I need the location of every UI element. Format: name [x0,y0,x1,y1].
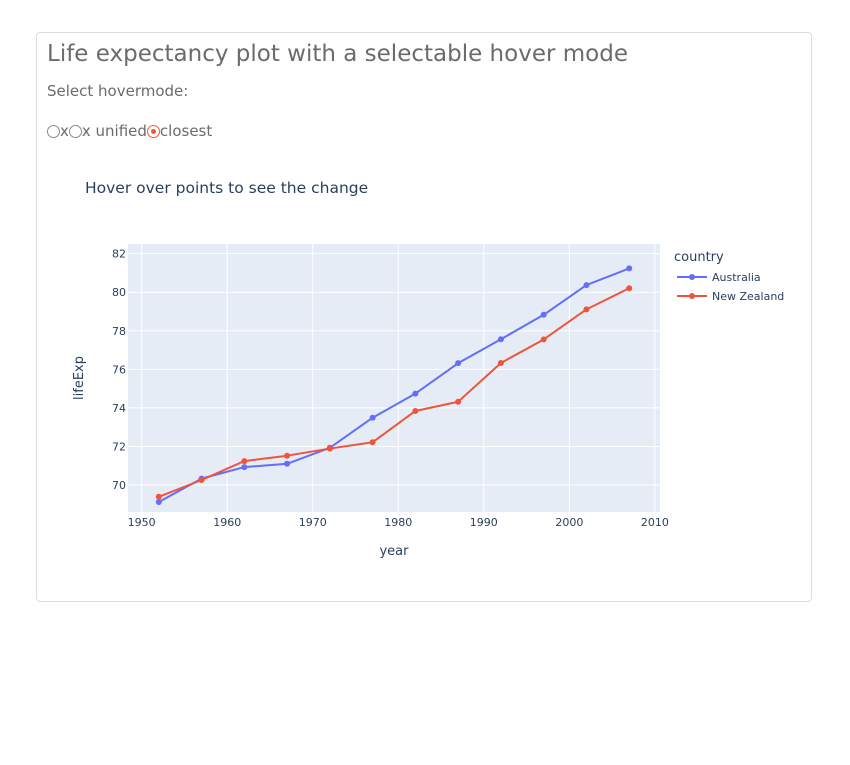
data-point-new-zealand[interactable] [284,452,291,459]
y-tick-label: 72 [112,440,126,453]
legend: country Australia New Zealand [674,250,784,303]
x-tick-label: 1970 [299,516,327,529]
radio-option-x[interactable]: x [47,122,69,140]
y-tick-label: 70 [112,479,126,492]
radio-closest-label[interactable]: closest [159,122,213,140]
radio-option-x-unified[interactable]: x unified [68,122,147,140]
series-new-zealand [155,285,633,500]
data-point-australia[interactable] [626,265,633,272]
data-point-new-zealand[interactable] [155,493,162,500]
y-tick-label: 80 [112,286,126,299]
radio-x-label[interactable]: x [60,122,69,140]
data-point-new-zealand[interactable] [369,439,376,446]
data-point-australia[interactable] [540,311,547,318]
data-point-new-zealand[interactable] [241,458,248,465]
x-axis-label: year [379,544,409,559]
legend-marker-swatch [689,293,695,299]
y-tick-label: 76 [112,363,126,376]
data-point-australia[interactable] [455,360,462,367]
hovermode-radio-group: x x unified closest [47,122,212,140]
x-tick-labels: 1950 1960 1970 1980 1990 2000 2010 [128,516,669,529]
x-tick-label: 1980 [384,516,412,529]
x-tick-label: 1960 [213,516,241,529]
data-point-new-zealand[interactable] [540,336,547,343]
x-tick-label: 2000 [555,516,583,529]
grid-lines [128,244,660,512]
data-point-australia[interactable] [369,414,376,421]
data-point-australia[interactable] [241,464,248,471]
radio-x-unified-label[interactable]: x unified [81,122,147,140]
x-tick-label: 1990 [470,516,498,529]
chart-container: Hover over points to see the change 1950… [37,163,811,583]
series-group [155,265,633,505]
legend-title: country [674,250,724,265]
data-point-australia[interactable] [284,460,291,467]
data-point-new-zealand[interactable] [412,407,419,414]
data-point-new-zealand[interactable] [455,398,462,405]
legend-marker-swatch [689,274,695,280]
y-tick-labels: 70 72 74 76 78 80 82 [112,248,126,492]
hovermode-label: Select hovermode: [47,82,189,100]
data-point-australia[interactable] [583,282,590,289]
app-card: Life expectancy plot with a selectable h… [36,32,812,602]
radio-x[interactable] [47,124,60,138]
legend-label: New Zealand [712,290,784,303]
series-line-new-zealand [158,287,630,498]
y-tick-label: 78 [112,325,126,338]
data-point-new-zealand[interactable] [497,359,504,366]
data-point-new-zealand[interactable] [583,306,590,313]
legend-label: Australia [712,271,761,284]
data-point-new-zealand[interactable] [198,476,205,483]
data-point-new-zealand[interactable] [326,445,333,452]
series-line-australia [158,267,630,503]
chart-title: Hover over points to see the change [85,179,368,197]
x-tick-label: 1950 [128,516,156,529]
y-axis-label: lifeExp [72,356,87,400]
radio-x-unified[interactable] [68,124,82,138]
data-point-australia[interactable] [497,336,504,343]
y-tick-label: 82 [112,248,126,261]
life-expectancy-chart[interactable]: Hover over points to see the change 1950… [37,163,811,583]
y-tick-label: 74 [112,402,126,415]
radio-option-closest[interactable]: closest [146,122,213,140]
x-tick-label: 2010 [641,516,669,529]
data-point-australia[interactable] [412,390,419,397]
radio-closest[interactable] [146,124,160,138]
page-title: Life expectancy plot with a selectable h… [47,41,628,67]
legend-item-new-zealand[interactable]: New Zealand [677,290,784,303]
plot-area[interactable] [128,244,660,512]
data-point-australia[interactable] [155,498,162,505]
data-point-new-zealand[interactable] [626,285,633,292]
legend-item-australia[interactable]: Australia [677,271,761,284]
